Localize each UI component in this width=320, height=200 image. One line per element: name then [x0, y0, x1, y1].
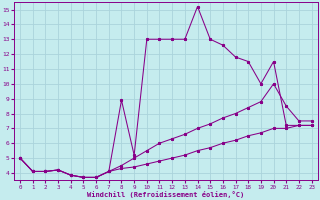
X-axis label: Windchill (Refroidissement éolien,°C): Windchill (Refroidissement éolien,°C): [87, 191, 244, 198]
